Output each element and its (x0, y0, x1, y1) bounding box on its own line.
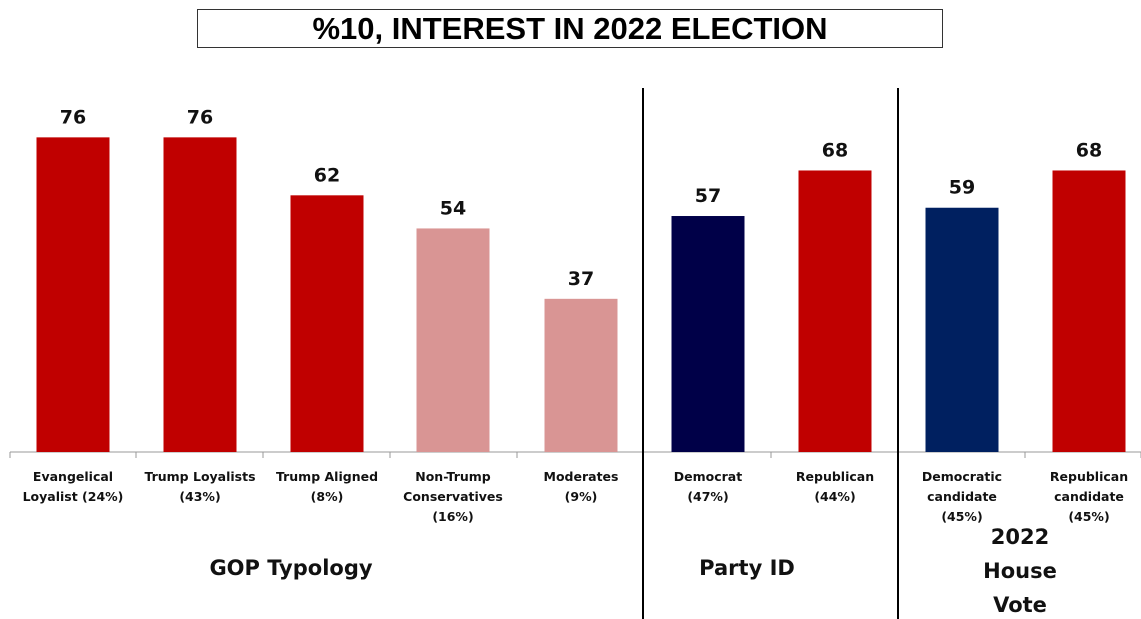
category-label: candidate (1054, 489, 1124, 504)
bar (290, 195, 364, 452)
category-label: (45%) (941, 509, 982, 524)
data-label: 54 (440, 197, 466, 219)
bar (671, 216, 745, 452)
data-label: 37 (568, 268, 594, 290)
data-label: 68 (822, 139, 848, 161)
category-label: Trump Aligned (276, 469, 378, 484)
category-label: (8%) (311, 489, 344, 504)
category-label: (43%) (179, 489, 220, 504)
category-label: Trump Loyalists (144, 469, 255, 484)
category-label: (9%) (565, 489, 598, 504)
data-label: 57 (695, 185, 721, 207)
bar (416, 228, 490, 452)
bar (544, 298, 618, 452)
category-label: Moderates (544, 469, 619, 484)
data-label: 76 (60, 106, 86, 128)
category-label: candidate (927, 489, 997, 504)
category-label: Evangelical (33, 469, 113, 484)
category-label: Democrat (674, 469, 742, 484)
bar (798, 170, 872, 453)
group-label: GOP Typology (209, 556, 372, 580)
group-label: Vote (993, 593, 1047, 617)
category-label: Democratic (922, 469, 1002, 484)
chart-title: %10, INTEREST IN 2022 ELECTION (197, 9, 943, 48)
data-label: 68 (1076, 139, 1102, 161)
group-label: House (983, 559, 1057, 583)
category-label: Loyalist (24%) (23, 489, 124, 504)
category-label: (45%) (1068, 509, 1109, 524)
category-label: (47%) (687, 489, 728, 504)
bar (925, 207, 999, 452)
data-label: 62 (314, 164, 340, 186)
bar (163, 137, 237, 453)
category-label: Republican (796, 469, 874, 484)
data-label: 59 (949, 177, 975, 199)
category-label: (44%) (814, 489, 855, 504)
data-label: 76 (187, 106, 213, 128)
bar (36, 137, 110, 453)
category-label: Non-Trump (415, 469, 491, 484)
category-label: Conservatives (403, 489, 503, 504)
bar (1052, 170, 1126, 453)
category-label: (16%) (432, 509, 473, 524)
group-label: Party ID (699, 556, 795, 580)
group-label: 2022 (991, 525, 1049, 549)
category-label: Republican (1050, 469, 1128, 484)
